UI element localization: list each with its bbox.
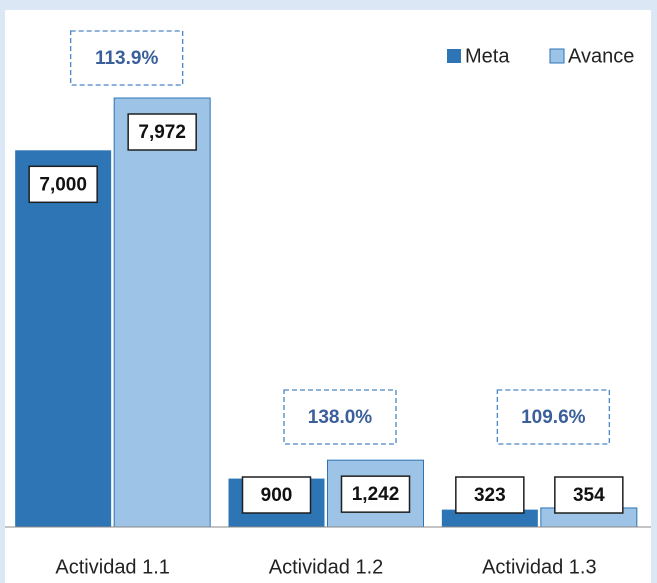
data-label-box	[127, 113, 197, 151]
data-label: 900	[261, 485, 293, 506]
data-label-box	[455, 476, 525, 514]
legend-swatch	[447, 49, 461, 63]
x-tick-label: Actividad 1.3	[482, 556, 597, 578]
bar	[441, 509, 538, 527]
data-label-box	[28, 165, 98, 204]
data-label: 7,972	[138, 122, 186, 143]
annotation-box	[283, 389, 397, 445]
data-label: 1,242	[352, 484, 400, 505]
data-label: 323	[474, 485, 506, 506]
legend-swatch	[549, 48, 565, 64]
data-label-box	[340, 475, 411, 513]
data-label-box	[554, 476, 624, 514]
bar	[113, 97, 211, 528]
annotation: 113.9%	[95, 48, 158, 69]
legend-label: Avance	[568, 45, 634, 67]
x-tick-label: Actividad 1.1	[55, 556, 170, 578]
data-label: 7,000	[39, 174, 87, 195]
annotation: 109.6%	[521, 407, 586, 428]
x-tick-label: Actividad 1.2	[269, 556, 384, 578]
annotation: 138.0%	[308, 407, 373, 428]
data-label-box	[241, 476, 312, 514]
annotation-box	[496, 389, 610, 445]
data-label: 354	[573, 485, 605, 506]
bar	[15, 150, 112, 527]
legend-label: Meta	[465, 45, 510, 67]
annotation-box	[70, 30, 184, 86]
